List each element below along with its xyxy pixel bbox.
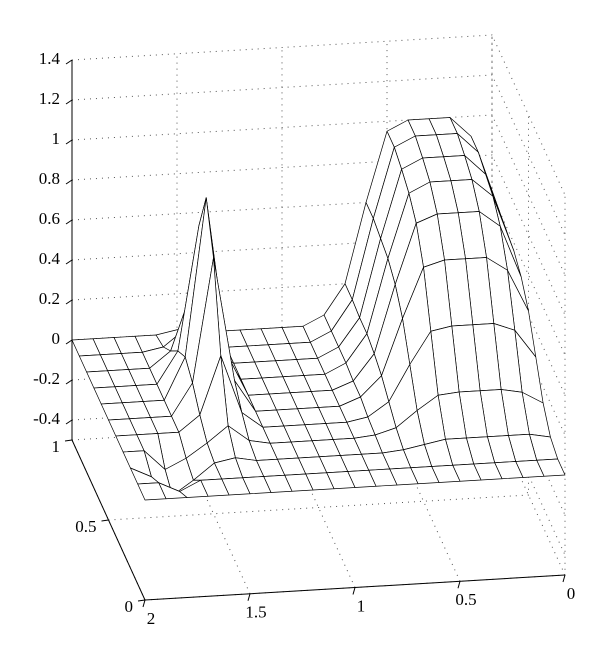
- z-tick-label: 0.2: [39, 289, 60, 308]
- z-tick-label: 0.4: [39, 249, 61, 268]
- z-tick: [65, 379, 73, 385]
- z-tick: [65, 179, 73, 185]
- z-tick: [65, 419, 73, 425]
- surface-cell: [137, 482, 167, 501]
- y-tick-label: 0: [125, 597, 134, 616]
- z-tick: [65, 259, 73, 265]
- z-tick: [65, 219, 73, 225]
- z-tick-label: 0.6: [39, 209, 60, 228]
- z-grid-line: [71, 74, 566, 236]
- x-tick-label: 0: [567, 584, 576, 603]
- z-tick-label: 1.4: [39, 49, 61, 68]
- x-tick-label: 1.5: [245, 603, 266, 622]
- y-tick-label: 0.5: [75, 517, 96, 536]
- z-tick: [65, 99, 73, 105]
- y-grid-line: [108, 115, 529, 521]
- z-tick: [65, 339, 73, 345]
- x-tick: [457, 581, 461, 589]
- z-tick-label: -0.4: [33, 409, 60, 428]
- z-tick: [65, 59, 73, 65]
- y-tick: [64, 439, 73, 442]
- z-tick-label: 1.2: [39, 89, 60, 108]
- x-tick: [247, 593, 251, 601]
- x-tick-label: 0.5: [455, 590, 476, 609]
- x-tick-label: 2: [147, 609, 156, 628]
- y-tick-label: 1: [52, 437, 61, 456]
- z-tick-label: 0: [52, 329, 61, 348]
- x-tick-label: 1: [357, 596, 366, 615]
- z-grid-line: [71, 154, 566, 316]
- x-tick: [562, 574, 566, 583]
- y-tick: [137, 599, 146, 602]
- z-tick-label: 1: [52, 129, 61, 148]
- z-tick: [65, 299, 73, 305]
- z-tick-label: -0.2: [33, 369, 60, 388]
- z-tick-label: 0.8: [39, 169, 60, 188]
- y-tick: [101, 519, 109, 522]
- z-tick: [65, 139, 73, 145]
- z-grid-line: [71, 34, 566, 196]
- x-tick: [142, 599, 146, 608]
- x-tick: [352, 587, 356, 595]
